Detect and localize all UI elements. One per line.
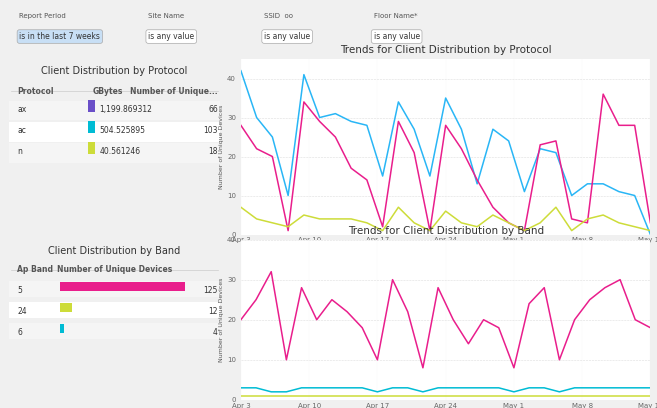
Text: ac: ac [17,126,26,135]
Bar [60,324,64,333]
Text: ax: ax [17,105,26,114]
Bar [60,282,185,291]
Text: 103: 103 [203,126,218,135]
Bar [9,122,220,142]
Bar [9,143,220,162]
Y-axis label: Number of Unique Devices: Number of Unique Devices [219,104,224,189]
Bar [89,100,95,112]
Text: Report Period: Report Period [20,13,66,19]
Text: SSID  oo: SSID oo [264,13,293,19]
Text: 24: 24 [17,307,27,316]
Text: n: n [17,147,22,156]
Title: Trends for Client Distribution by Protocol: Trends for Client Distribution by Protoc… [340,45,551,55]
Bar [89,121,95,133]
Text: Protocol: Protocol [17,87,54,96]
Text: 504.525895: 504.525895 [99,126,145,135]
Bar [9,101,220,120]
Text: Site Name: Site Name [148,13,185,19]
Text: is in the last 7 weeks: is in the last 7 weeks [20,32,101,41]
Text: 125: 125 [204,286,218,295]
Text: is any value: is any value [374,32,420,41]
Text: 40.561246: 40.561246 [99,147,141,156]
Text: 5: 5 [17,286,22,295]
Text: is any value: is any value [148,32,194,41]
Text: GBytes: GBytes [93,87,123,96]
Text: 12: 12 [208,307,218,316]
Text: Floor Name*: Floor Name* [374,13,417,19]
Text: Number of Unique...: Number of Unique... [130,87,218,96]
Text: Client Distribution by Band: Client Distribution by Band [48,246,181,256]
Bar [9,281,220,297]
Text: 18: 18 [208,147,218,156]
Text: Ap Band: Ap Band [17,265,53,274]
Title: Trends for Client Distribution by Band: Trends for Client Distribution by Band [348,226,544,236]
Text: Number of Unique Devices: Number of Unique Devices [57,265,172,274]
Text: 4: 4 [213,328,218,337]
Legend: ac, ax, n: ac, ax, n [397,268,494,283]
Y-axis label: Number of Unique Devices: Number of Unique Devices [219,277,224,362]
Bar [60,303,72,312]
Text: 6: 6 [17,328,22,337]
Bar [9,302,220,318]
Text: is any value: is any value [264,32,310,41]
Text: 66: 66 [208,105,218,114]
Text: 1,199.869312: 1,199.869312 [99,105,152,114]
Bar [89,142,95,154]
Bar [9,323,220,339]
Text: Client Distribution by Protocol: Client Distribution by Protocol [41,66,187,76]
